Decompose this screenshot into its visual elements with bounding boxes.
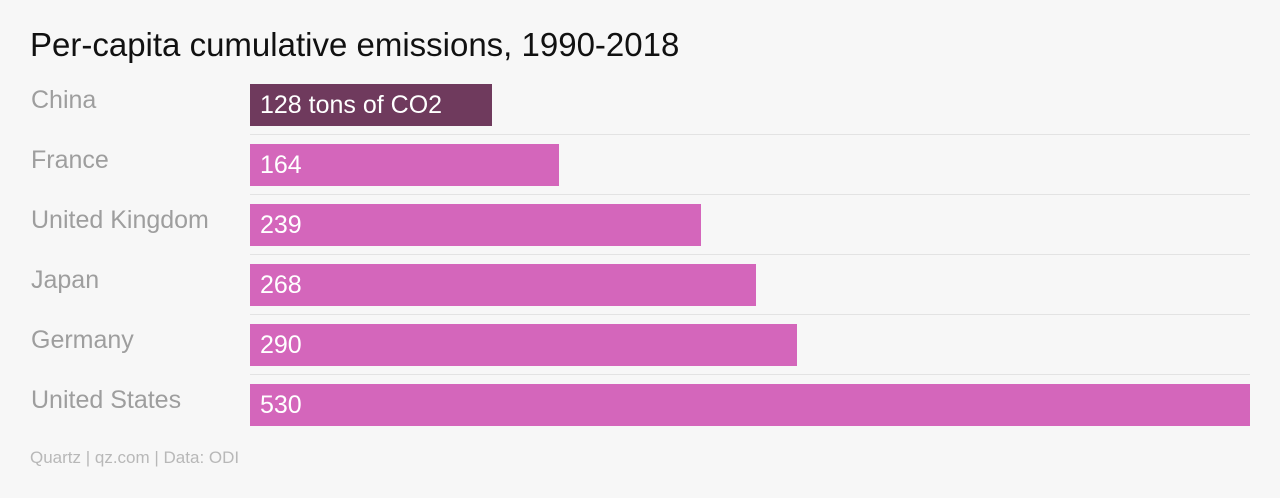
bar-value-label: 290 bbox=[260, 331, 302, 359]
bar-value-label: 239 bbox=[260, 211, 302, 239]
row-divider bbox=[250, 374, 1250, 375]
bar-row: United States 530 bbox=[0, 374, 1280, 434]
bar bbox=[250, 204, 701, 246]
bar-row: France 164 bbox=[0, 134, 1280, 194]
bar-value-label: 268 bbox=[260, 271, 302, 299]
bar-value-label: 530 bbox=[260, 391, 302, 419]
bar bbox=[250, 384, 1250, 426]
category-label: United States bbox=[31, 386, 182, 414]
bar bbox=[250, 84, 492, 126]
bar bbox=[250, 324, 797, 366]
bar-value-label: 164 bbox=[260, 151, 302, 179]
bar-row: Germany 290 bbox=[0, 314, 1280, 374]
category-label: Germany bbox=[31, 326, 134, 354]
row-divider bbox=[250, 314, 1250, 315]
bar bbox=[250, 264, 756, 306]
row-divider bbox=[250, 134, 1250, 135]
row-divider bbox=[250, 254, 1250, 255]
category-label: Japan bbox=[31, 266, 100, 294]
bar-row: Japan 268 bbox=[0, 254, 1280, 314]
category-label: France bbox=[31, 146, 109, 174]
source-note: Quartz | qz.com | Data: ODI bbox=[30, 448, 240, 467]
category-label: United Kingdom bbox=[31, 206, 209, 234]
chart-title: Per-capita cumulative emissions, 1990-20… bbox=[30, 26, 680, 63]
category-label: China bbox=[31, 86, 97, 114]
bar-chart: China 128 tons of CO2 France 164 United King… bbox=[0, 74, 1280, 434]
bar bbox=[250, 144, 559, 186]
bar-value-label: 128 tons of CO2 bbox=[260, 91, 443, 119]
bar-row: United Kingdom 239 bbox=[0, 194, 1280, 254]
row-divider bbox=[250, 194, 1250, 195]
bar-row: China 128 tons of CO2 bbox=[0, 74, 1280, 134]
